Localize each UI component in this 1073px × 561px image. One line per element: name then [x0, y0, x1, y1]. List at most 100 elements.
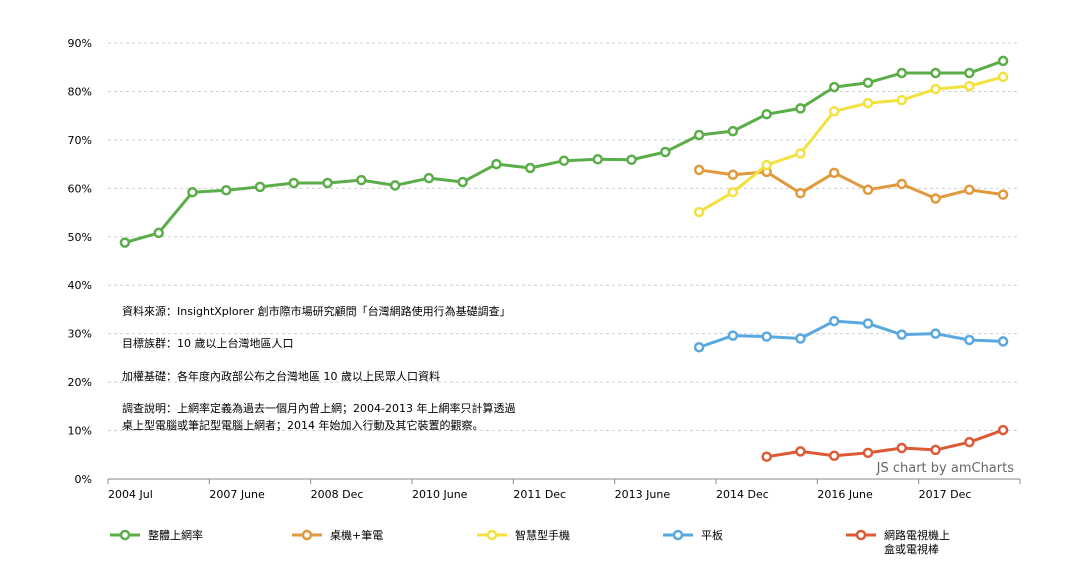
data-point[interactable] — [997, 189, 1009, 200]
data-point[interactable] — [693, 341, 705, 353]
data-point[interactable] — [761, 331, 772, 342]
x-tick-label: 2004 Jul — [108, 488, 153, 501]
series-line — [698, 319, 1004, 349]
data-point[interactable] — [795, 187, 806, 199]
data-point[interactable] — [727, 125, 739, 137]
plot-area — [119, 55, 1009, 462]
data-point[interactable] — [964, 334, 975, 346]
data-point[interactable] — [964, 80, 975, 92]
data-point[interactable] — [930, 328, 941, 339]
gridlines — [108, 42, 1020, 432]
data-point[interactable] — [693, 206, 705, 218]
data-point[interactable] — [896, 67, 908, 79]
data-point[interactable] — [153, 227, 164, 239]
data-point[interactable] — [626, 154, 637, 166]
x-tick-label: 2008 Dec — [311, 488, 364, 501]
data-point[interactable] — [356, 174, 367, 186]
data-point[interactable] — [592, 154, 604, 165]
x-tick-label: 2013 June — [615, 488, 671, 501]
data-point[interactable] — [795, 103, 806, 114]
annotation-line: 資料來源：InsightXplorer 創市際市場研究顧問「台灣網路使用行為基礎… — [122, 304, 511, 318]
data-point[interactable] — [254, 181, 266, 193]
legend-marker — [672, 529, 684, 541]
data-point[interactable] — [828, 450, 840, 461]
legend-item[interactable]: 桌機+筆電 — [292, 528, 383, 542]
data-point[interactable] — [119, 237, 131, 248]
data-point[interactable] — [896, 94, 908, 106]
legend-item[interactable]: 整體上網率 — [110, 528, 203, 542]
y-tick-label: 30% — [68, 328, 92, 341]
data-point[interactable] — [964, 184, 975, 196]
data-point[interactable] — [862, 447, 874, 459]
legend-label: 智慧型手機 — [515, 528, 570, 542]
series-line — [766, 428, 1004, 459]
data-point[interactable] — [795, 333, 806, 344]
data-point[interactable] — [761, 159, 772, 171]
data-point[interactable] — [761, 451, 772, 462]
y-tick-label: 90% — [68, 37, 92, 50]
annotation-line: 調查說明：上網率定義為過去一個月內曾上網；2004-2013 年上網率只計算透過 — [122, 401, 515, 415]
data-point[interactable] — [423, 172, 435, 184]
data-point[interactable] — [558, 155, 570, 166]
data-point[interactable] — [795, 446, 806, 457]
data-point[interactable] — [457, 176, 468, 188]
legend-label: 網路電視機上 — [884, 528, 950, 542]
x-tick-label: 2014 Dec — [716, 488, 769, 501]
data-point[interactable] — [997, 55, 1009, 67]
data-point[interactable] — [322, 177, 333, 189]
data-point[interactable] — [997, 336, 1009, 347]
data-point[interactable] — [761, 108, 772, 120]
data-point[interactable] — [964, 67, 975, 79]
data-point[interactable] — [964, 436, 975, 448]
annotation-line: 目標族群：10 歲以上台灣地區人口 — [122, 336, 294, 350]
legend-marker — [119, 529, 131, 541]
y-tick-label: 60% — [68, 182, 92, 195]
legend-label: 整體上網率 — [148, 528, 203, 542]
data-point[interactable] — [896, 442, 908, 454]
data-point[interactable] — [930, 444, 941, 456]
data-point[interactable] — [795, 148, 806, 159]
data-point[interactable] — [389, 180, 401, 191]
x-tick-label: 2010 June — [412, 488, 468, 501]
data-point[interactable] — [930, 67, 941, 79]
legend-marker — [486, 529, 498, 541]
y-tick-label: 40% — [68, 279, 92, 292]
y-tick-label: 0% — [75, 473, 92, 486]
data-point[interactable] — [727, 169, 739, 181]
series-line — [124, 59, 1004, 245]
data-point[interactable] — [930, 83, 941, 95]
data-point[interactable] — [187, 186, 198, 198]
legend-label: 盒或電視棒 — [884, 542, 939, 556]
data-point[interactable] — [862, 77, 874, 88]
legend-label: 平板 — [701, 528, 723, 542]
data-point[interactable] — [828, 167, 840, 179]
legend-marker — [855, 529, 867, 541]
annotation-line: 桌上型電腦或筆記型電腦上網者；2014 年始加入行動及其它裝置的觀察。 — [122, 418, 484, 432]
data-point[interactable] — [491, 158, 502, 170]
data-point[interactable] — [693, 164, 705, 176]
data-point[interactable] — [930, 193, 941, 204]
data-point[interactable] — [862, 318, 874, 329]
data-point[interactable] — [997, 424, 1009, 436]
data-point[interactable] — [997, 71, 1009, 83]
data-point[interactable] — [288, 177, 300, 189]
data-point[interactable] — [660, 146, 671, 158]
amcharts-credit[interactable]: JS chart by amCharts — [876, 461, 1015, 476]
data-point[interactable] — [862, 184, 874, 196]
legend-item[interactable]: 平板 — [663, 528, 723, 542]
legend-marker — [301, 529, 313, 541]
data-point[interactable] — [727, 330, 739, 341]
data-point[interactable] — [727, 186, 739, 198]
data-point[interactable] — [862, 97, 874, 109]
data-point[interactable] — [693, 129, 705, 141]
data-point[interactable] — [828, 81, 840, 93]
data-point[interactable] — [524, 162, 536, 174]
x-tick-label: 2016 June — [817, 488, 873, 501]
data-point[interactable] — [896, 178, 908, 190]
data-point[interactable] — [896, 329, 908, 340]
data-point[interactable] — [828, 315, 840, 327]
data-point[interactable] — [828, 106, 840, 117]
data-point[interactable] — [220, 185, 232, 196]
legend-item[interactable]: 智慧型手機 — [477, 528, 570, 542]
